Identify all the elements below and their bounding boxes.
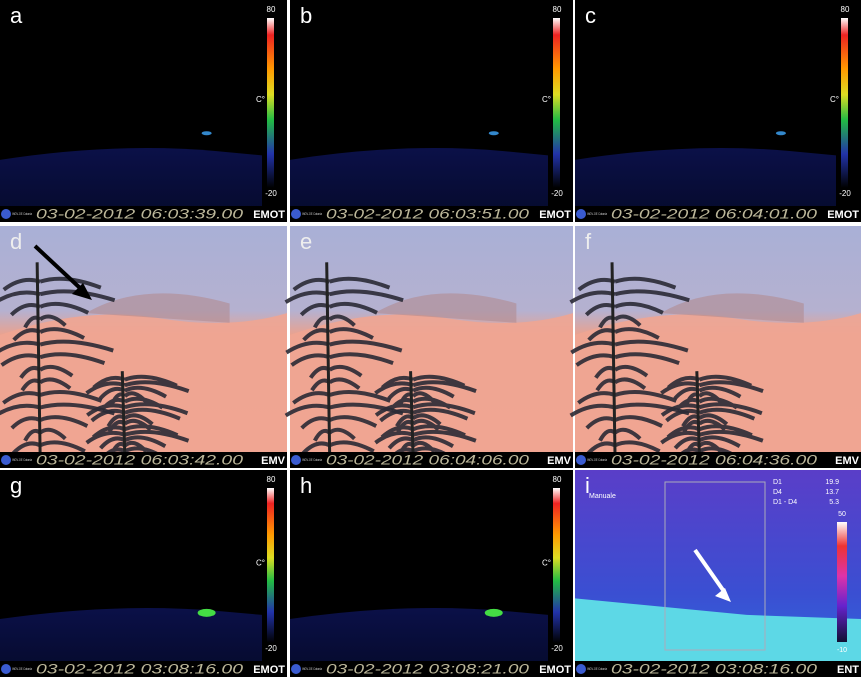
scale-min: -20 bbox=[551, 644, 563, 653]
logo-icon bbox=[1, 209, 11, 219]
logo-text: INGV-OE Catania bbox=[587, 211, 607, 216]
panel-letter: b bbox=[300, 3, 312, 28]
camera-label: EMOT bbox=[827, 209, 859, 221]
panel-letter: i bbox=[585, 473, 590, 498]
scale-min: -20 bbox=[265, 644, 277, 653]
camera-label: EMV bbox=[547, 455, 572, 467]
scale-max: 80 bbox=[553, 475, 562, 484]
logo-text: INGV-OE Catania bbox=[12, 666, 32, 671]
logo-icon bbox=[1, 455, 11, 465]
panel-letter: e bbox=[300, 229, 312, 254]
panel: 80 C° -20 h INGV-OE Catania 03-02-2012 03:08:… bbox=[290, 470, 573, 677]
logo-icon bbox=[291, 209, 301, 219]
logo-text: INGV-OE Catania bbox=[302, 457, 322, 462]
camera-label: ENT bbox=[837, 664, 859, 676]
scale-min: -10 bbox=[837, 647, 847, 654]
logo-text: INGV-OE Catania bbox=[12, 211, 32, 216]
scale-unit: C° bbox=[256, 95, 265, 104]
hot-spot bbox=[202, 131, 212, 135]
scale-max: 80 bbox=[553, 5, 562, 14]
scale-min: -20 bbox=[265, 189, 277, 198]
camera-label: EMV bbox=[261, 455, 286, 467]
panel-letter: c bbox=[585, 3, 596, 28]
panel: 80 C° -20 g INGV-OE Catania 03-02-2012 03:08:… bbox=[0, 470, 287, 677]
scale-max: 80 bbox=[267, 475, 276, 484]
color-scale bbox=[837, 522, 847, 642]
scale-min: -20 bbox=[551, 189, 563, 198]
logo-icon bbox=[291, 664, 301, 674]
hot-spot bbox=[485, 609, 503, 617]
panel-letter: d bbox=[10, 229, 22, 254]
scale-unit: C° bbox=[542, 558, 551, 567]
timestamp: 03-02-2012 06:03:42.00 bbox=[36, 452, 243, 468]
panel: e INGV-OE Catania 03-02-2012 06:04:06.00 EM… bbox=[286, 226, 573, 468]
readout-value: 13.7 bbox=[825, 489, 839, 496]
panel: 80 C° -20 c INGV-OE Catania 03-02-2012 06:04:… bbox=[575, 0, 861, 222]
color-scale bbox=[841, 18, 848, 188]
scale-unit: C° bbox=[542, 95, 551, 104]
color-scale bbox=[553, 488, 560, 643]
panel-letter: g bbox=[10, 473, 22, 498]
panel: f INGV-OE Catania 03-02-2012 06:04:36.00 EM… bbox=[570, 226, 861, 468]
timestamp: 03-02-2012 06:03:39.00 bbox=[36, 206, 243, 222]
readout-label: D1 bbox=[773, 479, 782, 486]
logo-text: INGV-OE Catania bbox=[587, 457, 607, 462]
logo-icon bbox=[291, 455, 301, 465]
logo-text: INGV-OE Catania bbox=[302, 666, 322, 671]
scale-max: 80 bbox=[267, 5, 276, 14]
logo-text: INGV-OE Catania bbox=[12, 457, 32, 462]
hot-spot bbox=[776, 131, 786, 135]
logo-icon bbox=[1, 664, 11, 674]
readout-value: 5.3 bbox=[829, 499, 839, 506]
panel: d INGV-OE Catania 03-02-2012 06:03:42.00 EM… bbox=[0, 226, 287, 468]
camera-label: EMOT bbox=[539, 209, 571, 221]
color-scale bbox=[267, 18, 274, 188]
panel-letter: h bbox=[300, 473, 312, 498]
camera-label: EMOT bbox=[253, 209, 285, 221]
camera-label: EMOT bbox=[253, 664, 285, 676]
hot-spot bbox=[489, 131, 499, 135]
readout-label: D4 bbox=[773, 489, 782, 496]
mode-label: Manuale bbox=[589, 493, 616, 500]
timestamp: 03-02-2012 06:04:01.00 bbox=[611, 206, 817, 222]
panel: 80 C° -20 a INGV-OE Catania 03-02-2012 06:03:… bbox=[0, 0, 287, 222]
scale-max: 50 bbox=[838, 511, 846, 518]
timestamp: 03-02-2012 06:04:36.00 bbox=[611, 452, 817, 468]
logo-text: INGV-OE Catania bbox=[302, 211, 322, 216]
logo-text: INGV-OE Catania bbox=[587, 666, 607, 671]
panel-letter: a bbox=[10, 3, 23, 28]
logo-icon bbox=[576, 209, 586, 219]
timestamp: 03-02-2012 03:08:21.00 bbox=[326, 661, 529, 677]
logo-icon bbox=[576, 455, 586, 465]
readout-value: 19.9 bbox=[825, 479, 839, 486]
camera-label: EMOT bbox=[539, 664, 571, 676]
scale-unit: C° bbox=[256, 558, 265, 567]
scale-unit: C° bbox=[830, 95, 839, 104]
readout-label: D1 - D4 bbox=[773, 499, 797, 506]
hot-spot bbox=[198, 609, 216, 617]
timestamp: 03-02-2012 03:08:16.00 bbox=[36, 661, 243, 677]
panel: 80 C° -20 b INGV-OE Catania 03-02-2012 06:03:… bbox=[290, 0, 573, 222]
color-scale bbox=[267, 488, 274, 643]
camera-label: EMV bbox=[835, 455, 860, 467]
scale-max: 80 bbox=[841, 5, 850, 14]
logo-icon bbox=[576, 664, 586, 674]
timestamp: 03-02-2012 03:08:16.00 bbox=[611, 661, 817, 677]
figure: 80 C° -20 a INGV-OE Catania 03-02-2012 06:03:… bbox=[0, 0, 861, 677]
timestamp: 03-02-2012 06:04:06.00 bbox=[326, 452, 529, 468]
timestamp: 03-02-2012 06:03:51.00 bbox=[326, 206, 529, 222]
color-scale bbox=[553, 18, 560, 188]
panel-letter: f bbox=[585, 229, 592, 254]
scale-min: -20 bbox=[839, 189, 851, 198]
panel: Manuale D1 19.9 D4 13.7 D1 - D4 5.3 50 -10 i INGV-… bbox=[575, 470, 861, 677]
